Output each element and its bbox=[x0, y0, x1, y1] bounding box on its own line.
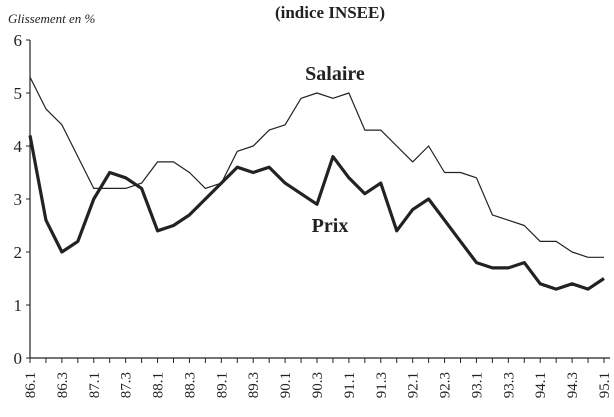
y-axis-label: Glissement en % bbox=[8, 11, 96, 26]
chart-title: (indice INSEE) bbox=[275, 3, 385, 22]
series-line bbox=[28, 135, 605, 291]
x-tick-label: 92.1 bbox=[406, 372, 422, 398]
y-tick-label: 6 bbox=[14, 31, 23, 50]
series-label: Prix bbox=[312, 215, 349, 237]
x-tick-label: 94.3 bbox=[565, 372, 581, 398]
x-tick-label: 86.3 bbox=[55, 372, 71, 398]
series-label: Salaire bbox=[305, 63, 365, 85]
x-tick-label: 94.1 bbox=[533, 372, 549, 398]
x-tick-label: 91.3 bbox=[374, 372, 390, 398]
x-tick-label: 92.3 bbox=[438, 372, 454, 398]
x-tick-label: 89.3 bbox=[246, 372, 262, 398]
x-tick-label: 88.1 bbox=[151, 372, 167, 398]
x-tick-label: 88.3 bbox=[182, 372, 198, 398]
x-tick-label: 93.1 bbox=[469, 372, 485, 398]
x-tick-label: 87.1 bbox=[87, 372, 103, 398]
y-tick-label: 5 bbox=[14, 84, 23, 103]
y-tick-label: 3 bbox=[14, 190, 23, 209]
series-line bbox=[29, 76, 604, 258]
x-tick-label: 89.1 bbox=[214, 372, 230, 398]
y-tick-label: 4 bbox=[14, 137, 23, 156]
x-tick-label: 90.1 bbox=[278, 372, 294, 398]
x-tick-label: 90.3 bbox=[310, 372, 326, 398]
y-tick-label: 2 bbox=[14, 243, 23, 262]
x-tick-label: 95.1 bbox=[597, 372, 613, 398]
x-tick-label: 87.3 bbox=[119, 372, 135, 398]
y-tick-label: 1 bbox=[14, 296, 23, 315]
x-tick-label: 86.1 bbox=[23, 372, 39, 398]
y-tick-label: 0 bbox=[14, 349, 23, 368]
x-tick-label: 91.1 bbox=[342, 372, 358, 398]
x-tick-label: 93.3 bbox=[501, 372, 517, 398]
